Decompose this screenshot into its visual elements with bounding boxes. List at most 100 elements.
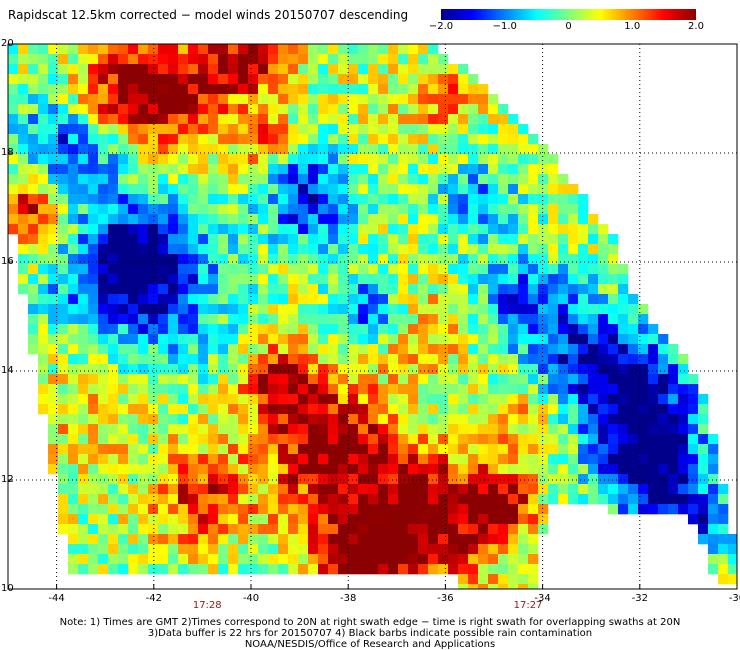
wind-diff-cell [68,564,79,575]
wind-diff-cell [278,424,289,435]
wind-diff-cell [198,354,209,365]
wind-diff-cell [198,484,209,495]
wind-diff-cell [538,294,549,305]
wind-diff-cell [538,384,549,395]
wind-diff-cell [188,44,199,55]
wind-diff-cell [288,404,299,415]
wind-diff-cell [508,404,519,415]
wind-diff-cell [268,84,279,95]
wind-diff-cell [478,184,489,195]
wind-diff-cell [408,224,419,235]
wind-diff-cell [488,444,499,455]
wind-diff-cell [468,284,479,295]
wind-diff-cell [98,544,109,555]
wind-diff-cell [268,104,279,115]
wind-diff-cell [188,444,199,455]
wind-diff-cell [408,294,419,305]
wind-diff-cell [458,584,469,590]
wind-diff-cell [538,354,549,365]
wind-diff-cell [8,94,19,105]
wind-diff-cell [208,394,219,405]
wind-diff-cell [118,104,129,115]
wind-diff-cell [698,484,709,495]
wind-diff-cell [418,234,429,245]
wind-diff-cell [478,454,489,465]
wind-diff-cell [628,464,639,475]
wind-diff-cell [288,94,299,105]
wind-diff-cell [248,354,259,365]
wind-diff-cell [498,164,509,175]
wind-diff-cell [478,274,489,285]
wind-diff-cell [528,284,539,295]
wind-diff-cell [438,534,449,545]
wind-diff-cell [158,384,169,395]
wind-diff-cell [588,444,599,455]
wind-diff-cell [368,204,379,215]
wind-diff-cell [598,494,609,505]
wind-diff-cell [248,194,259,205]
wind-diff-cell [508,134,519,145]
wind-diff-cell [88,124,99,135]
wind-diff-cell [408,544,419,555]
wind-diff-cell [278,344,289,355]
wind-diff-cell [88,104,99,115]
wind-diff-cell [58,394,69,405]
longitude-label: -34 [534,593,551,604]
wind-diff-cell [428,474,439,485]
wind-diff-cell [18,244,29,255]
wind-diff-cell [438,164,449,175]
wind-diff-cell [88,474,99,485]
wind-diff-cell [268,144,279,155]
wind-diff-cell [458,394,469,405]
wind-diff-cell [648,394,659,405]
wind-diff-cell [378,214,389,225]
wind-diff-cell [158,134,169,145]
wind-diff-cell [188,364,199,375]
wind-diff-cell [418,44,429,55]
wind-diff-cell [348,444,359,455]
wind-diff-cell [28,324,39,335]
wind-diff-cell [418,434,429,445]
wind-diff-cell [498,424,509,435]
wind-diff-cell [158,514,169,525]
wind-diff-cell [268,514,279,525]
wind-diff-cell [118,94,129,105]
wind-diff-cell [368,224,379,235]
wind-diff-cell [308,364,319,375]
wind-diff-cell [238,104,249,115]
wind-diff-cell [388,404,399,415]
wind-diff-cell [228,264,239,275]
wind-diff-cell [338,154,349,165]
wind-diff-cell [578,204,589,215]
wind-diff-cell [88,564,99,575]
wind-diff-cell [378,204,389,215]
wind-diff-cell [548,464,559,475]
wind-diff-cell [458,514,469,525]
wind-diff-cell [298,324,309,335]
wind-diff-cell [108,444,119,455]
wind-diff-cell [308,214,319,225]
wind-diff-cell [128,64,139,75]
wind-diff-cell [168,304,179,315]
wind-diff-cell [398,464,409,475]
wind-diff-cell [278,204,289,215]
wind-diff-cell [408,134,419,145]
wind-diff-cell [178,494,189,505]
wind-diff-cell [108,374,119,385]
wind-diff-cell [68,294,79,305]
wind-diff-cell [468,314,479,325]
wind-diff-cell [638,344,649,355]
wind-diff-cell [238,394,249,405]
wind-diff-cell [388,134,399,145]
wind-diff-cell [498,104,509,115]
wind-diff-cell [258,224,269,235]
wind-diff-cell [548,294,559,305]
wind-diff-cell [348,154,359,165]
wind-diff-cell [218,284,229,295]
wind-diff-cell [178,134,189,145]
wind-diff-cell [68,234,79,245]
wind-diff-cell [148,174,159,185]
wind-diff-cell [678,494,689,505]
wind-diff-cell [48,94,59,105]
wind-diff-cell [478,354,489,365]
